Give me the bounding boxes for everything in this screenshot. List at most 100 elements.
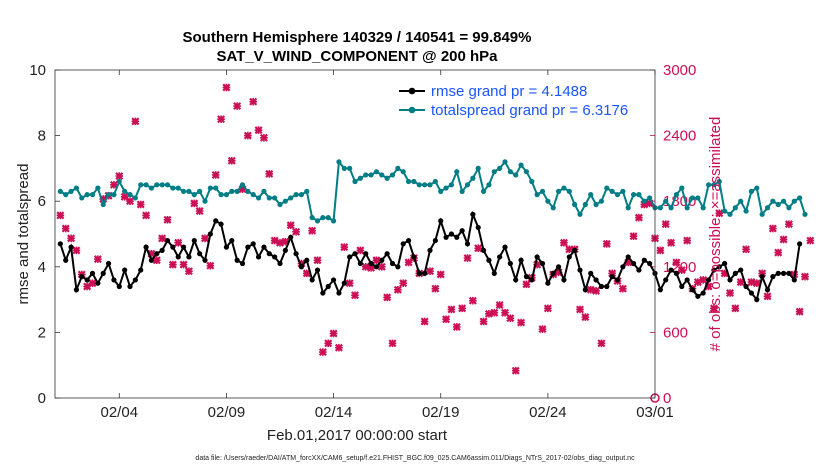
rmse-point: [138, 267, 144, 273]
totalspread-point: [239, 182, 246, 188]
rmse-point: [148, 257, 155, 263]
totalspread-point: [775, 201, 781, 208]
totalspread-point: [754, 185, 760, 191]
totalspread-point: [368, 172, 374, 178]
assimilated-marker: [506, 314, 515, 323]
rmse-point: [695, 293, 701, 299]
assimilated-marker: [345, 279, 354, 288]
rmse-point: [614, 277, 621, 283]
assimilated-marker: [559, 238, 568, 247]
totalspread-point: [438, 188, 444, 194]
totalspread-point: [325, 215, 331, 221]
totalspread-point: [695, 195, 701, 201]
totalspread-point: [395, 165, 401, 171]
totalspread-point: [625, 205, 631, 211]
assimilated-marker: [538, 325, 547, 334]
rmse-point: [513, 277, 519, 283]
totalspread-point: [175, 185, 181, 191]
assimilated-marker: [784, 220, 793, 229]
assimilated-marker: [501, 308, 509, 317]
y-tick-label: 6: [38, 193, 46, 210]
assimilated-marker: [484, 309, 493, 318]
totalspread-point: [202, 198, 208, 204]
totalspread-point: [497, 165, 503, 171]
totalspread-point: [250, 192, 256, 198]
y-tick-label: 0: [38, 390, 46, 407]
totalspread-point: [614, 192, 621, 198]
assimilated-marker: [661, 220, 670, 229]
rmse-point: [132, 277, 138, 283]
rmse-point: [357, 260, 363, 267]
totalspread-point: [422, 182, 428, 188]
rmse-point: [389, 260, 396, 267]
totalspread-point: [555, 188, 562, 194]
totalspread-point: [561, 185, 567, 191]
rmse-point: [180, 244, 187, 250]
assimilated-marker: [511, 366, 520, 375]
totalspread-point: [309, 215, 315, 221]
rmse-point: [625, 254, 631, 260]
totalspread-point: [363, 172, 369, 178]
rmse-point: [647, 260, 653, 267]
totalspread-point: [748, 188, 755, 194]
x-tick-label: 02/04: [101, 404, 139, 421]
assimilated-marker: [634, 213, 643, 222]
rmse-point: [266, 251, 272, 257]
totalspread-point: [272, 195, 278, 201]
totalspread-point: [379, 172, 385, 178]
totalspread-point: [138, 182, 144, 188]
y-tick-label: 8: [38, 128, 46, 145]
totalspread-point: [443, 185, 449, 191]
assimilated-marker: [308, 226, 317, 235]
rmse-point: [347, 254, 353, 260]
y2-tick-label: 600: [663, 324, 688, 341]
totalspread-point: [127, 192, 133, 198]
totalspread-point: [529, 178, 535, 185]
rmse-point: [330, 277, 337, 283]
rmse-point: [400, 241, 406, 247]
totalspread-point: [357, 175, 363, 181]
totalspread-point: [320, 215, 326, 221]
rmse-point: [743, 283, 749, 290]
totalspread-point: [786, 205, 792, 211]
rmse-point: [727, 277, 733, 283]
assimilated-marker: [372, 256, 381, 265]
totalspread-point: [620, 188, 626, 194]
rmse-point: [379, 257, 385, 263]
rmse-point: [293, 251, 299, 257]
rmse-point: [604, 283, 610, 290]
assimilated-marker: [602, 239, 611, 248]
rmse-point: [663, 277, 669, 283]
rmse-point: [304, 257, 310, 263]
assimilated-marker: [88, 279, 97, 288]
totalspread-point: [454, 169, 460, 175]
totalspread-point: [502, 159, 508, 165]
rmse-point: [534, 254, 540, 260]
rmse-point: [255, 254, 262, 260]
rmse-point: [223, 244, 230, 250]
assimilated-marker: [801, 272, 809, 281]
rmse-point: [636, 267, 642, 273]
assimilated-marker: [393, 285, 402, 294]
totalspread-point: [304, 188, 310, 194]
totalspread-point: [684, 205, 690, 211]
rmse-point: [673, 270, 680, 276]
y2-tick-label: 3000: [663, 62, 696, 79]
rmse-point: [314, 267, 321, 273]
assimilated-marker: [742, 245, 751, 254]
totalspread-point: [711, 182, 717, 188]
rmse-point: [277, 260, 283, 267]
totalspread-point: [705, 182, 712, 188]
legend-rmse-marker: [408, 87, 416, 95]
totalspread-point: [700, 205, 706, 211]
assimilated-marker: [774, 248, 783, 257]
rmse-point: [245, 244, 251, 250]
totalspread-point: [475, 165, 481, 171]
footer-data-file: data file: /Users/raeder/DAI/ATM_forcXX/…: [195, 455, 635, 462]
rmse-point: [384, 251, 390, 257]
rmse-point: [68, 244, 74, 250]
rmse-point: [63, 257, 69, 263]
assimilated-marker: [163, 215, 172, 224]
rmse-point: [164, 237, 171, 244]
